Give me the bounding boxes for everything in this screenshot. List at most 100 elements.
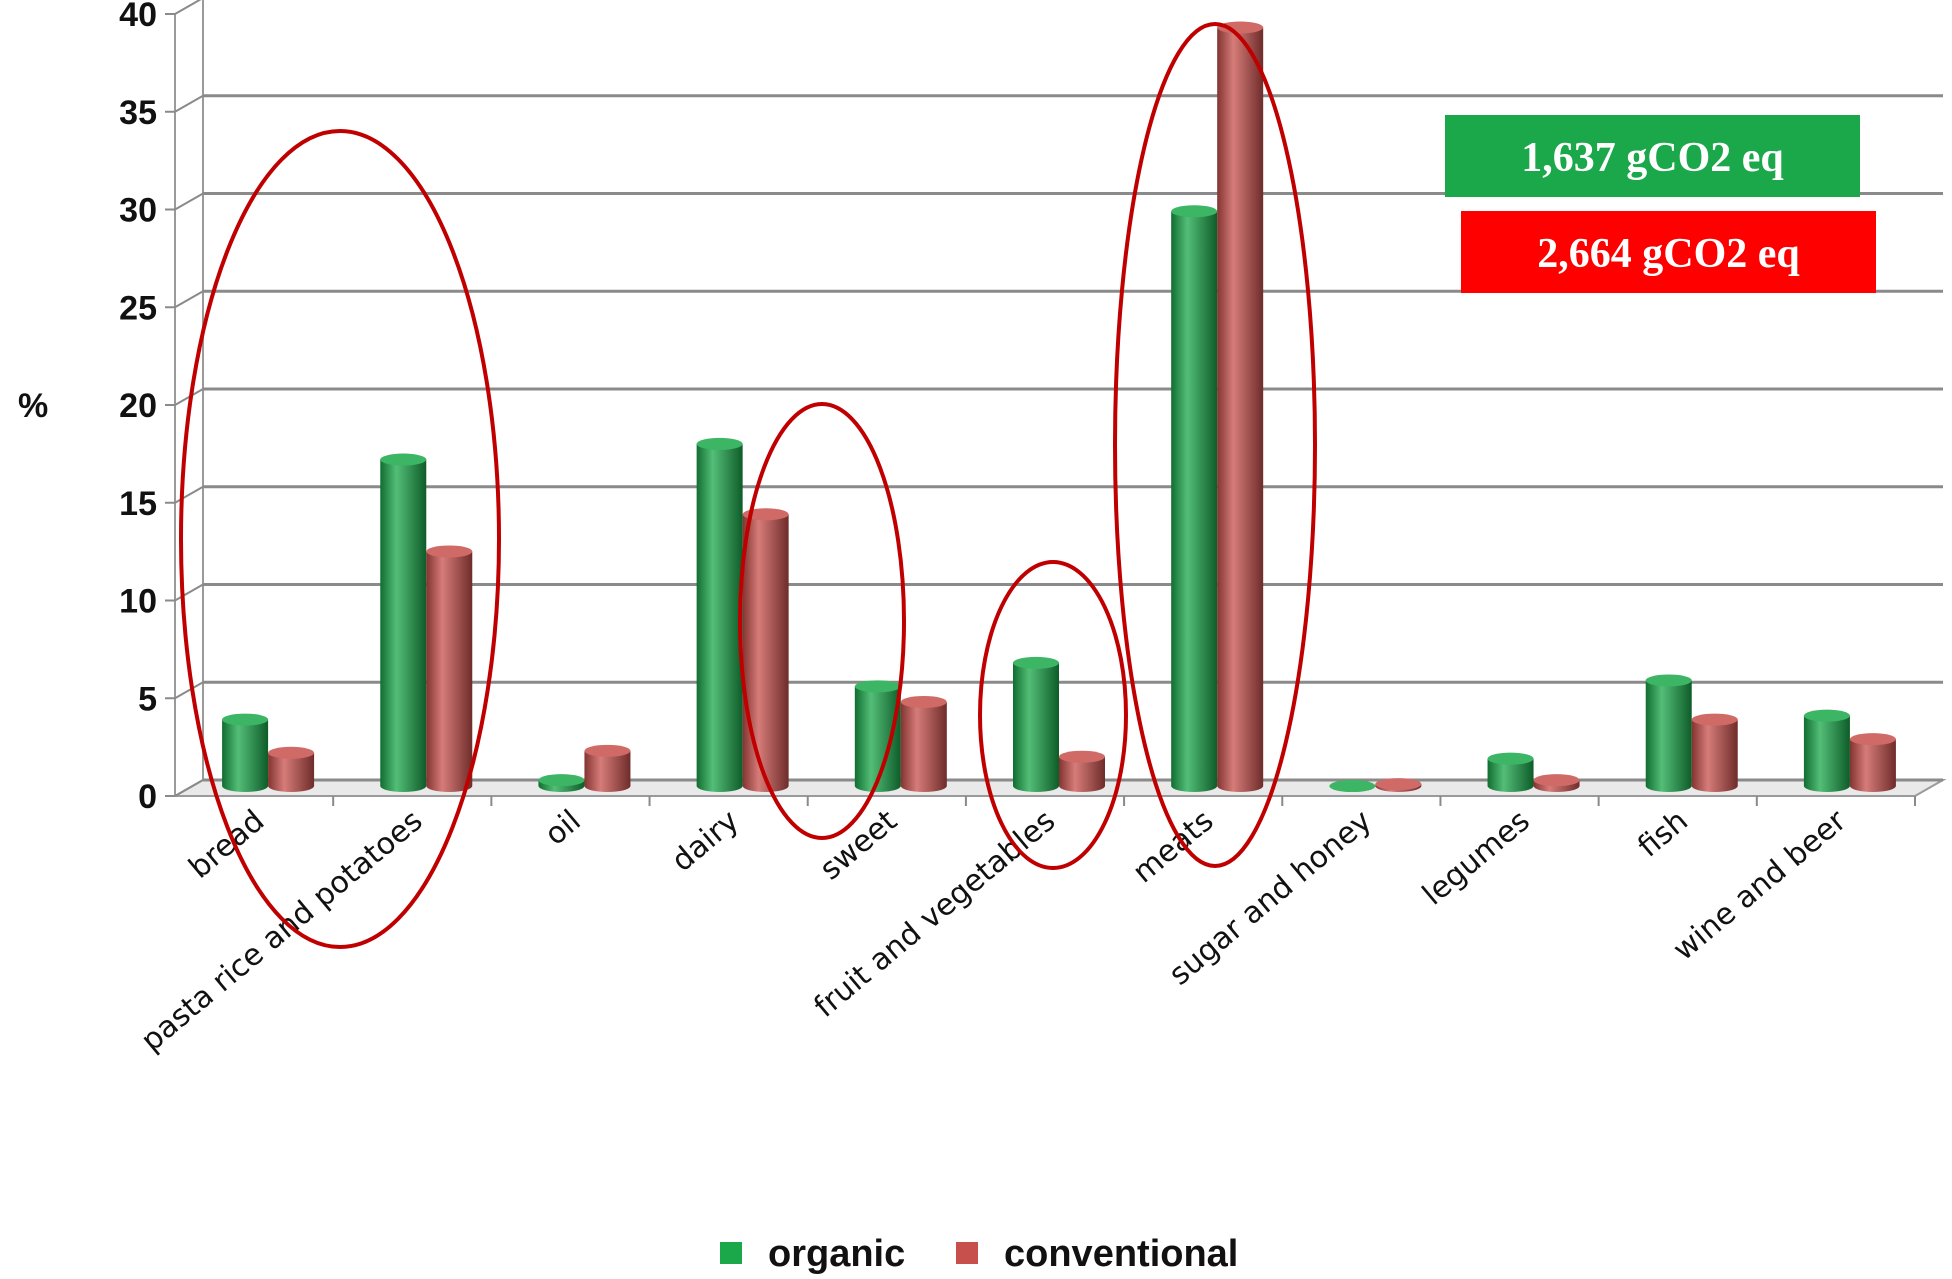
bar-body: [426, 551, 473, 792]
gridline-side: [174, 94, 204, 113]
bar-top: [1487, 752, 1534, 765]
bar-top: [584, 744, 631, 757]
bar-body: [1803, 715, 1850, 792]
bar-conventional: [1059, 750, 1105, 792]
bar-top: [1645, 674, 1692, 687]
bar-top: [1849, 733, 1896, 746]
y-tick-label: 25: [119, 289, 157, 327]
bar-top: [222, 713, 269, 726]
x-category-label: oil: [538, 803, 587, 852]
bar-conventional: [900, 695, 947, 792]
x-category-label: legumes: [1416, 803, 1537, 912]
legend: organic conventional: [720, 1233, 1238, 1275]
bar-body: [1691, 719, 1738, 792]
bar-conventional: [1691, 713, 1738, 792]
x-category-label: meats: [1126, 803, 1220, 890]
bar-organic: [1645, 674, 1692, 792]
legend-label: conventional: [1004, 1233, 1238, 1275]
highlight-ellipse: [978, 560, 1128, 870]
bar-organic: [1803, 709, 1850, 792]
bar-top: [268, 746, 315, 759]
bar-top: [380, 453, 427, 466]
bar-body: [1013, 662, 1059, 792]
x-category-label: wine and beer: [1667, 803, 1854, 968]
bar-top: [696, 437, 743, 450]
bar-conventional: [1375, 778, 1422, 792]
bar-top: [1059, 750, 1105, 763]
bar-top: [1329, 780, 1376, 793]
bar-body: [380, 459, 427, 792]
bar-organic: [1487, 752, 1534, 792]
annotation-text: 1,637 gCO2 eq: [1521, 135, 1784, 181]
y-tick-label: 40: [119, 0, 157, 34]
bar-organic: [1329, 780, 1376, 793]
x-category-label: dairy: [665, 803, 746, 879]
bar-organic: [538, 774, 585, 792]
bar-top: [900, 695, 947, 708]
y-tick-label: 10: [119, 583, 157, 621]
y-tick-label: 15: [119, 485, 157, 523]
annotation-background: [1461, 211, 1876, 293]
bar-top: [1533, 774, 1580, 787]
gridline-side: [174, 0, 202, 15]
annotation-background: [1445, 115, 1860, 197]
gridline-side: [174, 290, 204, 309]
highlight-ellipses: [179, 22, 1317, 949]
bars: [222, 21, 1896, 793]
highlight-ellipse: [738, 402, 906, 840]
bar-body: [268, 752, 315, 792]
annotation-text: 2,664 gCO2 eq: [1537, 231, 1800, 277]
y-tick-label: 30: [119, 192, 157, 230]
legend-swatch: [956, 1242, 978, 1264]
y-tick-label: 0: [138, 778, 157, 816]
gridline-side: [174, 583, 204, 602]
bar-body: [1487, 758, 1534, 792]
bar-top: [1171, 205, 1218, 218]
annotation-box: 2,664 gCO2 eq: [1461, 211, 1876, 293]
bar-body: [1849, 739, 1896, 792]
bar-top: [426, 545, 473, 558]
x-category-label: fish: [1631, 803, 1695, 864]
bar-body: [1059, 756, 1105, 792]
bar-body: [696, 443, 743, 792]
bar-top: [1013, 656, 1059, 669]
y-tick-label: 20: [119, 387, 157, 425]
highlight-ellipse: [179, 129, 501, 949]
legend-swatch: [720, 1242, 742, 1264]
gridline-side: [174, 779, 204, 797]
bar-body: [900, 701, 947, 792]
legend-item-organic: organic: [720, 1233, 905, 1275]
bar-conventional: [1217, 21, 1264, 792]
gridline-side: [174, 681, 204, 700]
y-axis-ticks: 0 5 10 15 20 25 30 35 40: [119, 0, 157, 816]
bar-body: [1171, 211, 1218, 792]
x-category-label: bread: [182, 803, 271, 885]
annotation-boxes: 1,637 gCO2 eq 2,664 gCO2 eq: [1445, 115, 1876, 293]
bar-organic: [1013, 656, 1059, 792]
bar-body: [742, 514, 789, 792]
gridline-side: [174, 485, 204, 504]
bar-body: [222, 719, 269, 792]
bar-body: [854, 686, 901, 792]
bar-conventional: [1849, 733, 1896, 792]
bar-conventional: [1533, 774, 1580, 792]
bar-organic: [854, 680, 901, 792]
bar-organic: [222, 713, 269, 792]
bar-top: [1217, 21, 1264, 34]
y-tick-label: 5: [138, 680, 157, 718]
bar-top: [1375, 778, 1422, 791]
bar-top: [1803, 709, 1850, 722]
legend-item-conventional: conventional: [956, 1233, 1238, 1275]
bar-body: [1217, 27, 1264, 792]
bar-top: [854, 680, 901, 693]
bar-conventional: [742, 508, 789, 792]
bar-organic: [696, 437, 743, 792]
bar-conventional: [426, 545, 473, 792]
highlight-ellipse: [1113, 22, 1317, 868]
bar-organic: [380, 453, 427, 792]
bar-top: [1691, 713, 1738, 726]
y-tick-label: 35: [119, 94, 157, 132]
bar-body: [584, 750, 631, 792]
